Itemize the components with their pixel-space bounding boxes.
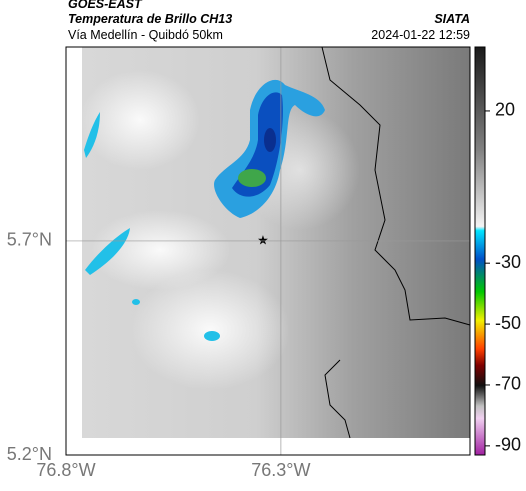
x-tick-label: 76.8°W [36, 460, 95, 480]
colorbar [474, 46, 486, 456]
colorbar-tick-label: -90 [495, 435, 521, 455]
title: Temperatura de Brillo CH13 [68, 12, 232, 26]
source: GOES-EAST [68, 0, 143, 11]
datetime: 2024-01-22 12:59 [371, 28, 470, 42]
svg-text:★: ★ [257, 232, 269, 247]
map-frame [65, 46, 471, 456]
y-tick-label: 5.2°N [7, 444, 52, 464]
colorbar-tick-label: -30 [495, 252, 521, 272]
y-tick-label: 5.7°N [7, 230, 52, 250]
satellite-image: ★ [80, 46, 471, 439]
subtitle: Vía Medellín - Quibdó 50km [68, 28, 223, 42]
colorbar-ticks: 20 -30 -50 -70 -90 [485, 100, 521, 455]
colorbar-tick-label: -50 [495, 313, 521, 333]
x-tick-label: 76.3°W [251, 460, 310, 480]
colorbar-tick-label: 20 [495, 100, 515, 120]
colorbar-tick-label: -70 [495, 374, 521, 394]
agency: SIATA [434, 12, 470, 26]
